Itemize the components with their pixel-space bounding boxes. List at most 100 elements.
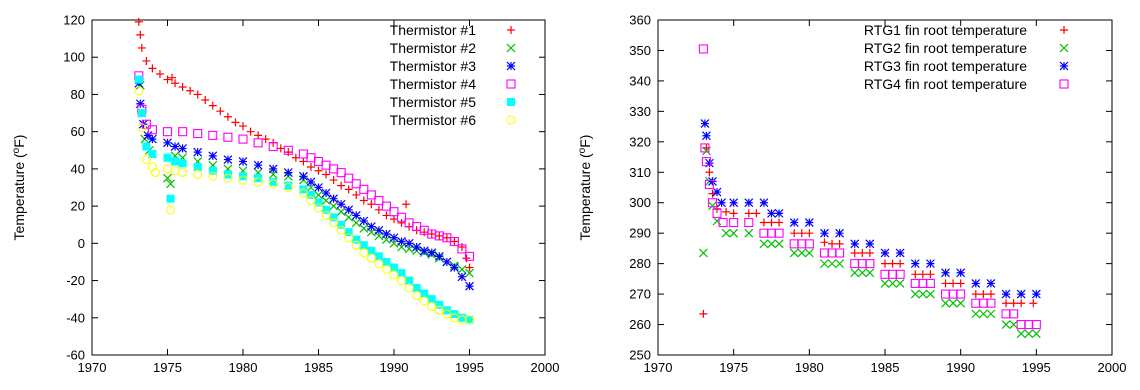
y-tick-label: -40 <box>66 310 85 325</box>
data-point <box>299 157 308 166</box>
data-point <box>698 44 708 54</box>
legend-entry-label: RTG4 fin root temperature <box>864 76 1027 92</box>
data-point <box>171 79 180 88</box>
data-point <box>949 279 958 288</box>
data-point <box>134 17 143 26</box>
data-point <box>314 183 323 192</box>
data-point <box>819 248 830 258</box>
data-point <box>1001 289 1011 299</box>
data-point <box>193 90 202 99</box>
data-point <box>457 272 467 282</box>
data-point <box>284 148 293 157</box>
data-point <box>178 143 188 153</box>
data-point <box>313 156 324 166</box>
data-point <box>971 298 981 308</box>
data-point <box>434 305 444 315</box>
data-point <box>134 75 143 84</box>
data-point <box>442 257 452 267</box>
data-point <box>880 248 890 258</box>
data-point <box>835 239 844 248</box>
data-point <box>396 276 407 286</box>
legend-marker <box>1059 61 1069 71</box>
data-point <box>389 207 399 217</box>
data-point <box>321 160 331 170</box>
data-point <box>268 179 278 189</box>
data-point <box>238 157 248 166</box>
data-point <box>366 190 376 200</box>
data-point <box>389 270 399 280</box>
data-point <box>322 170 331 179</box>
data-point <box>147 134 157 144</box>
data-point <box>186 86 195 95</box>
data-point <box>246 127 255 136</box>
data-point <box>166 194 175 203</box>
chart-panel-1: 1970 1975 1980 1985 1990 1995 2000 -60 -40 -20 0 20… <box>11 13 559 376</box>
x-tick-label: 1990 <box>946 360 975 375</box>
data-point <box>162 127 173 137</box>
x-tick-label: 2000 <box>531 360 560 375</box>
data-point <box>729 217 739 228</box>
data-point <box>704 179 715 190</box>
data-point <box>1029 299 1038 308</box>
data-point <box>329 201 339 211</box>
data-point <box>402 200 411 209</box>
data-point <box>986 298 996 308</box>
data-point <box>314 190 323 200</box>
data-point <box>865 248 874 257</box>
data-point <box>971 279 981 288</box>
data-point <box>284 181 293 190</box>
data-point <box>744 217 754 228</box>
data-point <box>321 196 331 205</box>
data-point <box>979 290 988 299</box>
data-point <box>381 201 392 211</box>
y-axis-label: Temperature (oF) <box>11 135 27 241</box>
data-point <box>865 259 875 269</box>
data-point <box>359 241 368 250</box>
data-point <box>306 195 316 206</box>
data-point <box>729 228 739 238</box>
data-point <box>1016 289 1026 299</box>
data-point <box>329 176 338 185</box>
data-point <box>717 198 726 208</box>
data-point <box>367 200 376 209</box>
data-point <box>465 263 474 272</box>
data-point <box>147 125 157 135</box>
data-point <box>888 279 897 288</box>
data-point <box>374 252 383 261</box>
x-tick-label: 1985 <box>871 360 900 375</box>
data-point <box>420 228 429 237</box>
data-point <box>178 83 187 91</box>
data-point <box>135 99 145 109</box>
data-point <box>367 246 376 255</box>
data-point <box>708 176 717 186</box>
data-point <box>767 218 776 227</box>
x-tick-label: 1970 <box>78 360 107 375</box>
data-point <box>434 251 444 261</box>
data-point <box>789 239 799 249</box>
data-point <box>427 302 437 312</box>
data-point <box>1016 319 1026 330</box>
data-point <box>465 268 474 278</box>
data-point <box>162 164 173 174</box>
data-point <box>880 269 890 279</box>
legend-entry-label: RTG3 fin root temperature <box>864 58 1027 74</box>
data-point <box>142 56 151 65</box>
data-point <box>835 248 845 258</box>
data-point <box>352 235 361 244</box>
legend-marker <box>506 79 516 89</box>
data-point <box>858 248 867 257</box>
data-point <box>321 210 331 220</box>
legend-entry-label: Thermistor #2 <box>390 40 477 56</box>
data-point <box>941 279 950 288</box>
y-tick-label: 310 <box>629 165 651 180</box>
y-tick-label: 360 <box>629 13 651 28</box>
data-point <box>143 130 153 140</box>
data-point <box>283 145 293 155</box>
data-point <box>298 171 308 181</box>
data-point <box>857 259 867 269</box>
data-point <box>699 309 708 318</box>
data-point <box>381 264 392 274</box>
y-tick-label: 350 <box>629 43 651 58</box>
data-point <box>351 210 361 220</box>
data-point <box>774 208 784 218</box>
